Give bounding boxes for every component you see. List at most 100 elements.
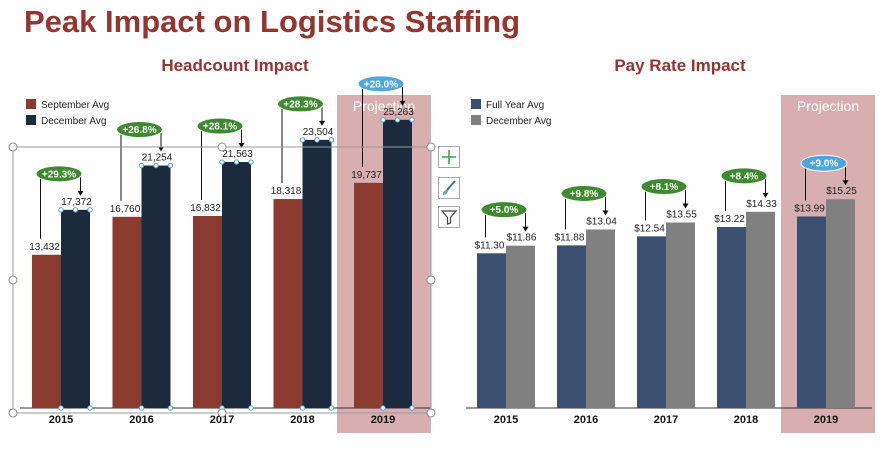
value-label-0-s0-2018: 18,318 — [271, 186, 302, 197]
value-label-0-s0-2016: 16,760 — [110, 204, 141, 215]
brush-icon — [443, 180, 456, 195]
bar-0-s0-2015[interactable] — [32, 254, 61, 408]
bar-0-s0-2017[interactable] — [193, 215, 222, 408]
x-tick-label-0-2018: 2018 — [290, 414, 314, 426]
value-label-1-s0-2017: $12.54 — [634, 223, 665, 234]
bar-handle-2017-1 — [248, 159, 254, 165]
bar-handle-2019-1 — [409, 117, 415, 123]
bracket-arrow-1-2017 — [682, 203, 689, 209]
increase-label-1-2016: +9.8% — [570, 189, 599, 200]
bar-1-s1-2018[interactable] — [746, 211, 775, 408]
x-tick-label-1-2019: 2019 — [814, 414, 838, 426]
legend-label-0-1: December Avg — [41, 116, 106, 127]
bar-0-s1-2019[interactable] — [383, 119, 412, 408]
increase-label-1-2015: +5.0% — [490, 205, 519, 216]
increase-badge-0-2017 — [196, 117, 244, 135]
value-label-1-s0-2015: $11.30 — [475, 240, 505, 251]
value-label-1-s0-2018: $13.22 — [714, 214, 745, 225]
x-tick-label-0-2016: 2016 — [129, 414, 153, 426]
bar-1-s1-2017[interactable] — [666, 222, 695, 408]
bar-handle-2018-1 — [328, 137, 335, 143]
resize-handle-1[interactable] — [217, 142, 227, 152]
value-label-1-s1-2019: $15.25 — [826, 186, 857, 197]
value-label-1-s1-2015: $11.86 — [507, 233, 537, 244]
increase-badge-1-2019 — [800, 154, 848, 172]
increase-badge-1-2018 — [720, 167, 768, 185]
value-label-1-s0-2016: $11.88 — [555, 232, 585, 243]
value-label-0-s1-2015: 17,372 — [61, 197, 92, 208]
bar-0-s1-2016[interactable] — [141, 165, 171, 408]
increase-label-1-2018: +8.4% — [730, 171, 759, 182]
resize-handle-2[interactable] — [426, 142, 436, 152]
bar-handle-2019-4 — [409, 405, 415, 411]
increase-badge-1-2015 — [480, 201, 528, 219]
value-label-0-s0-2015: 13,432 — [29, 242, 60, 253]
bar-0-s0-2016[interactable] — [112, 216, 142, 408]
bar-0-s1-2017[interactable] — [222, 162, 251, 408]
bar-handle-2017-2 — [233, 159, 240, 165]
resize-handle-7[interactable] — [426, 408, 436, 418]
chart-styles-button[interactable] — [438, 177, 460, 199]
increase-badge-0-2018 — [277, 95, 324, 113]
chart-filters-button[interactable] — [438, 206, 460, 228]
resize-handle-6[interactable] — [217, 408, 227, 418]
value-label-0-s1-2018: 23,504 — [303, 127, 334, 138]
value-label-0-s1-2017: 21,563 — [222, 149, 253, 160]
resize-handle-4[interactable] — [426, 275, 436, 285]
bar-0-s0-2018[interactable] — [273, 199, 303, 408]
bar-1-s0-2016[interactable] — [557, 245, 586, 408]
bracket-arrow-0-2016 — [158, 146, 164, 152]
bar-1-s0-2019[interactable] — [797, 216, 826, 408]
bracket-arrow-0-2019 — [399, 100, 406, 106]
x-tick-label-1-2018: 2018 — [734, 414, 758, 426]
bar-handle-2016-3 — [138, 405, 145, 411]
increase-label-1-2019: +9.0% — [810, 159, 839, 170]
bar-1-s1-2015[interactable] — [506, 245, 535, 408]
bar-handle-2016-1 — [167, 162, 174, 169]
increase-label-0-2018: +28.3% — [283, 99, 317, 110]
value-label-1-s1-2017: $13.55 — [666, 210, 697, 221]
bar-1-s1-2016[interactable] — [586, 229, 615, 408]
legend-swatch-1-0 — [471, 99, 481, 109]
page-title: Peak Impact on Logistics Staffing — [24, 4, 521, 39]
legend-label-1-1: December Avg — [486, 116, 551, 127]
bar-handle-2015-4 — [87, 405, 93, 411]
bar-handle-2016-2 — [153, 162, 159, 169]
filter-icon — [440, 210, 458, 225]
increase-badge-1-2016 — [560, 184, 608, 202]
bar-handle-2018-4 — [328, 405, 335, 411]
value-label-0-s1-2016: 21,254 — [142, 153, 173, 164]
resize-handle-0[interactable] — [8, 142, 18, 152]
value-label-1-s0-2019: $13.99 — [794, 203, 825, 214]
bar-0-s1-2015[interactable] — [61, 209, 90, 408]
bracket-arrow-0-2017 — [238, 143, 245, 149]
payrate-chart-title: Pay Rate Impact — [614, 56, 746, 75]
x-tick-label-0-2017: 2017 — [210, 414, 234, 426]
increase-badge-1-2017 — [640, 178, 688, 196]
increase-badge-0-2019 — [357, 75, 405, 93]
bar-1-s0-2015[interactable] — [477, 253, 506, 408]
bar-1-s0-2017[interactable] — [637, 236, 666, 408]
legend-label-0-0: September Avg — [41, 100, 109, 111]
bar-handle-2017-0 — [219, 159, 225, 165]
bar-handle-2018-2 — [314, 137, 320, 143]
bracket-arrow-1-2019 — [842, 180, 849, 186]
bar-1-s0-2018[interactable] — [717, 227, 746, 408]
legend-swatch-0-1 — [26, 115, 36, 125]
plus-icon — [442, 150, 456, 164]
bar-handle-2015-2 — [72, 207, 79, 213]
increase-label-0-2019: +28.0% — [364, 79, 398, 90]
bracket-arrow-0-2015 — [77, 190, 84, 196]
resize-handle-5[interactable] — [8, 408, 18, 418]
bar-0-s1-2018[interactable] — [302, 139, 332, 408]
add-chart-element-button[interactable] — [438, 146, 460, 168]
resize-handle-3[interactable] — [8, 275, 18, 285]
bar-0-s0-2019[interactable] — [354, 182, 383, 408]
bar-1-s1-2019[interactable] — [826, 199, 855, 408]
bar-handle-2015-3 — [58, 405, 64, 411]
projection-label-1: Projection — [797, 98, 859, 114]
bracket-arrow-1-2015 — [522, 226, 529, 232]
bar-handle-2016-0 — [138, 162, 145, 169]
increase-label-0-2016: +26.8% — [122, 125, 156, 136]
